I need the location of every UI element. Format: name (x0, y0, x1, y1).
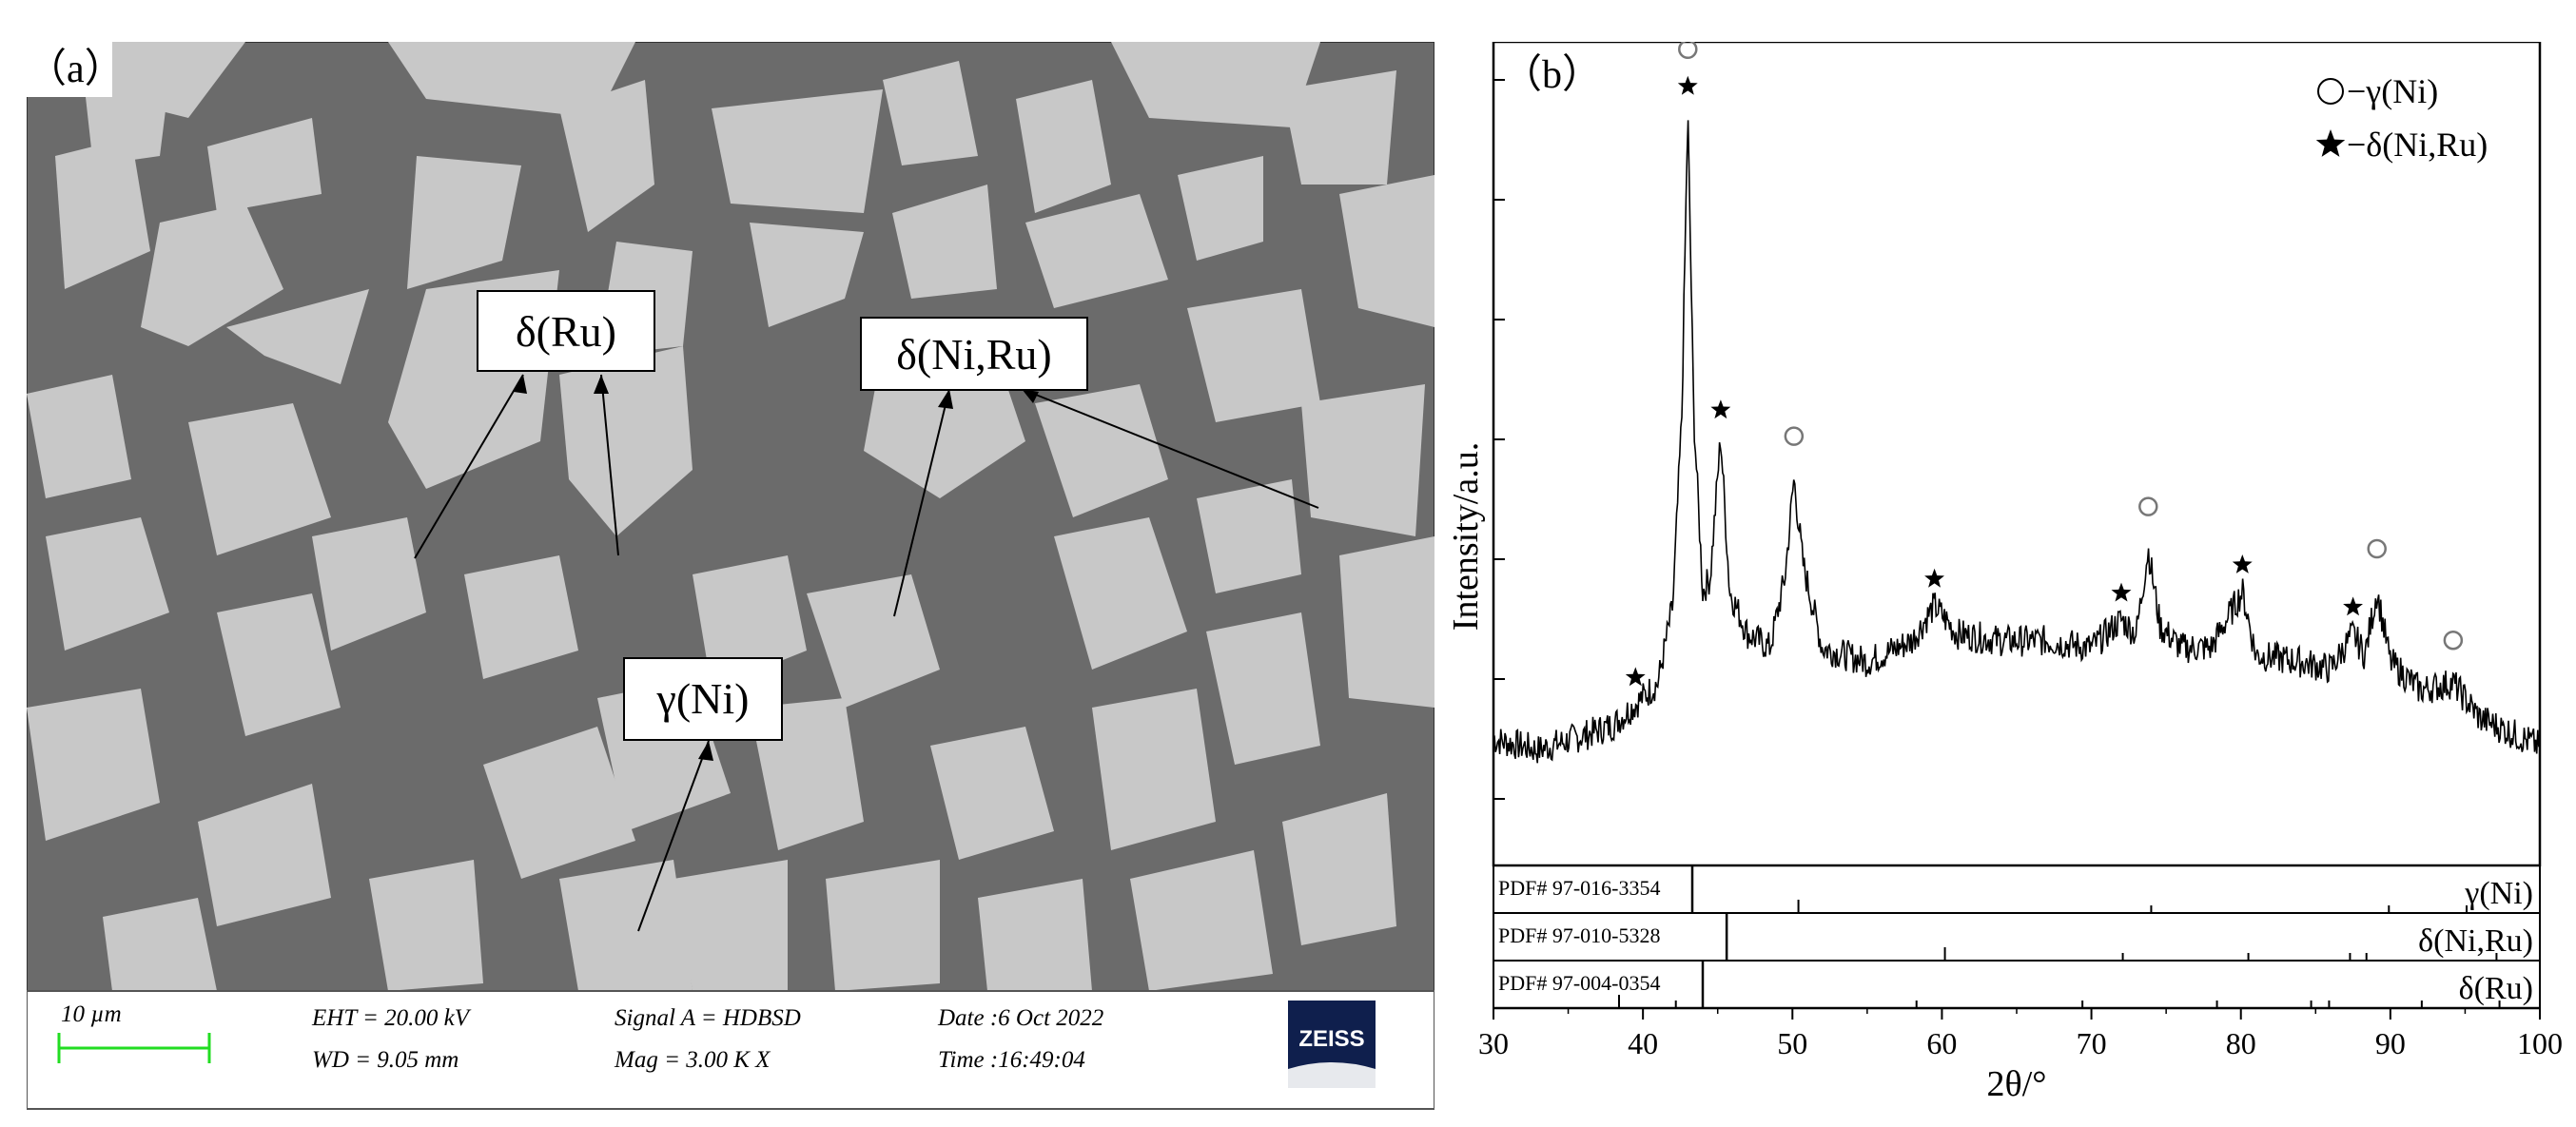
legend-circle-marker (2317, 78, 2344, 105)
delta-peak-marker (1625, 667, 1646, 687)
xrd-pattern-line (1493, 120, 2541, 764)
sem-figure: （a） δ(Ru) δ(Ni,Ru) γ(Ni) 10 µm EHT (26, 41, 1435, 1110)
scale-label: 10 µm (61, 1001, 122, 1027)
date-value: Date :6 Oct 2022 (937, 1005, 1103, 1031)
xrd-chart: Intensity/a.u. （b） −γ(Ni) −δ(Ni,Ru) PDF#… (1446, 39, 2563, 1104)
delta-peak-marker (2343, 596, 2363, 616)
x-tick-label: 70 (2077, 1026, 2107, 1060)
delta-peak-marker (1677, 75, 1698, 95)
x-tick-label: 40 (1628, 1026, 1658, 1060)
gamma-peak-marker (1678, 39, 1698, 60)
peak-markers (1625, 39, 2464, 687)
label-delta-ru: δ(Ru) (516, 307, 616, 356)
arrow-heads (514, 375, 1039, 761)
zeiss-logo: ZEISS (1288, 1001, 1376, 1088)
panel-label-b: （b） (1502, 53, 1602, 97)
label-delta-niru: δ(Ni,Ru) (896, 330, 1052, 379)
ref-phase-delta-niru: δ(Ni,Ru) (2418, 923, 2533, 959)
ref-pdf-delta-niru: PDF# 97-010-5328 (1498, 923, 1661, 947)
x-tick-label: 50 (1777, 1026, 1807, 1060)
label-box-delta-niru (860, 317, 1088, 391)
ref-phase-delta-ru: δ(Ru) (2459, 971, 2533, 1006)
reference-rows: PDF# 97-016-3354 PDF# 97-010-5328 PDF# 9… (1493, 865, 2541, 1009)
x-axis: 30 40 50 60 70 80 90 100 (1478, 1006, 2563, 1060)
zeiss-logo-text: ZEISS (1298, 1026, 1364, 1052)
ref-pdf-gamma: PDF# 97-016-3354 (1498, 876, 1661, 900)
x-tick-label: 60 (1926, 1026, 1957, 1060)
x-tick-label: 30 (1478, 1026, 1509, 1060)
annotation-arrows (414, 374, 1319, 932)
gamma-peak-marker (2138, 496, 2158, 516)
gamma-peak-marker (2367, 538, 2387, 559)
x-tick-label: 100 (2517, 1026, 2563, 1060)
eht-value: EHT = 20.00 kV (311, 1005, 472, 1031)
label-box-delta-ru (477, 290, 655, 372)
sem-databar (26, 990, 1435, 1110)
x-axis-label: 2θ/° (1987, 1064, 2047, 1104)
legend-delta-label: −δ(Ni,Ru) (2347, 126, 2488, 164)
mag-value: Mag = 3.00 K X (614, 1047, 771, 1073)
scale-bar (57, 1033, 211, 1063)
sem-panel: （a） δ(Ru) δ(Ni,Ru) γ(Ni) 10 µm EHT (26, 41, 1435, 1111)
delta-peak-marker (2232, 554, 2253, 573)
wd-value: WD = 9.05 mm (312, 1047, 459, 1073)
label-box-gamma-ni (623, 657, 783, 741)
time-value: Time :16:49:04 (938, 1047, 1085, 1073)
signal-value: Signal A = HDBSD (615, 1005, 801, 1031)
x-tick-label: 80 (2226, 1026, 2256, 1060)
gamma-peak-marker (1784, 426, 1805, 446)
gamma-peak-marker (2443, 630, 2464, 651)
plot-frame (1492, 40, 2542, 867)
delta-peak-marker (1710, 399, 1731, 419)
ref-phase-gamma: γ(Ni) (2464, 876, 2533, 911)
legend: −γ(Ni) −δ(Ni,Ru) (2315, 72, 2488, 164)
xrd-panel: Intensity/a.u. （b） −γ(Ni) −δ(Ni,Ru) PDF#… (1441, 39, 2568, 1117)
grain-phase (27, 42, 1434, 991)
y-axis-label: Intensity/a.u. (1446, 442, 1486, 631)
delta-peak-marker (2111, 582, 2132, 602)
delta-peak-marker (1924, 568, 1944, 588)
legend-star-marker (2315, 129, 2346, 157)
legend-gamma-label: −γ(Ni) (2347, 72, 2438, 110)
reference-lines (1618, 865, 2501, 1008)
x-tick-label: 90 (2375, 1026, 2406, 1060)
panel-label-a: （a） (27, 48, 125, 91)
label-gamma-ni: γ(Ni) (656, 674, 750, 723)
y-ticks (1493, 79, 1505, 800)
ref-pdf-delta-ru: PDF# 97-004-0354 (1498, 971, 1661, 995)
